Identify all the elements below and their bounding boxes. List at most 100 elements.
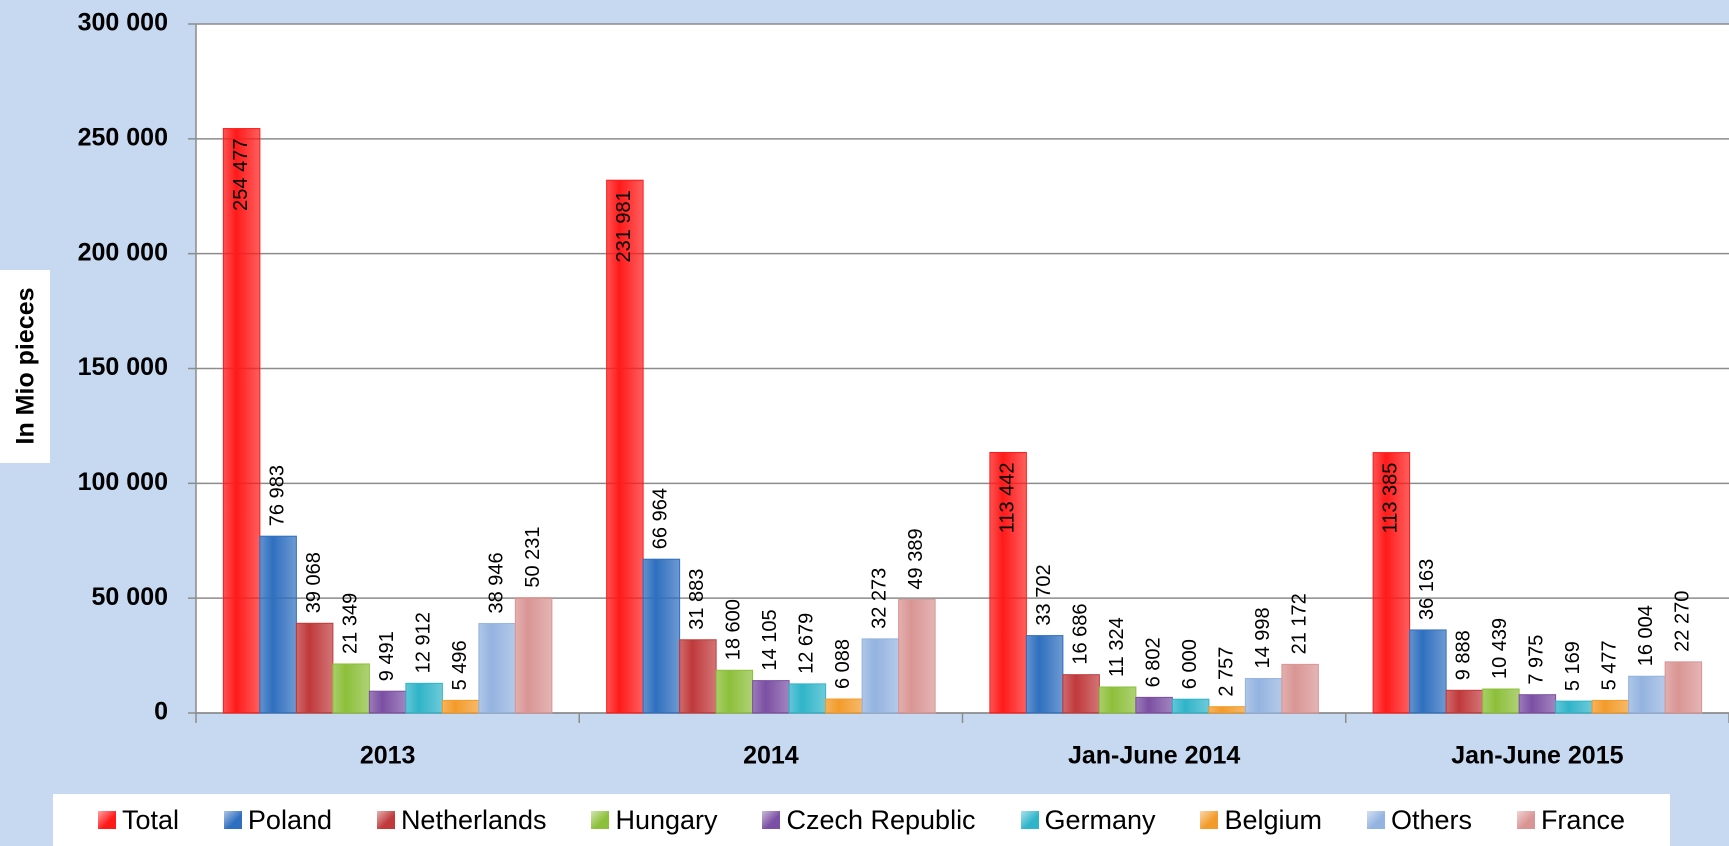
value-label: 11 324 (1106, 617, 1128, 677)
value-label: 14 998 (1252, 607, 1274, 668)
legend-label: Hungary (615, 804, 718, 835)
value-label: 36 163 (1416, 559, 1438, 620)
value-label: 76 983 (266, 465, 288, 526)
value-label: 10 439 (1489, 618, 1511, 679)
bar (1628, 675, 1666, 714)
y-tick-label: 100 000 (78, 468, 168, 496)
value-label: 14 105 (759, 609, 781, 670)
bar (752, 680, 790, 714)
y-tick-label: 200 000 (78, 238, 168, 266)
y-tick-label: 150 000 (78, 353, 168, 381)
bar (861, 638, 900, 714)
legend-swatch (376, 811, 395, 829)
bar (1445, 689, 1484, 714)
legend-label: Total (121, 804, 179, 835)
value-label: 6 802 (1142, 637, 1164, 687)
bar (405, 682, 443, 714)
value-label: 12 679 (796, 613, 818, 674)
y-label-box (0, 270, 50, 463)
bar (1281, 663, 1319, 714)
value-label: 39 068 (303, 552, 325, 613)
legend-label: Belgium (1224, 804, 1323, 835)
bar (715, 669, 754, 714)
value-label: 6 088 (832, 639, 854, 689)
value-label: 12 912 (412, 612, 434, 673)
legend-label: Germany (1044, 804, 1156, 835)
bar (1518, 694, 1557, 714)
bar (989, 451, 1027, 714)
value-label: 231 981 (613, 190, 635, 262)
value-label: 6 000 (1179, 639, 1201, 689)
value-label: 113 385 (1380, 463, 1402, 534)
value-label: 50 231 (522, 526, 544, 587)
legend-swatch (762, 811, 781, 829)
legend-label: Poland (247, 804, 332, 835)
y-tick-label: 300 000 (78, 9, 168, 37)
value-label: 38 946 (485, 552, 507, 613)
legend-swatch (97, 811, 116, 829)
bar (259, 535, 297, 714)
bar (642, 558, 681, 714)
bar (1409, 629, 1447, 714)
legend-swatch (1366, 811, 1385, 829)
y-axis-title: In Mio pieces (12, 288, 40, 445)
value-label: 32 273 (869, 568, 891, 629)
value-label: 113 442 (996, 462, 1018, 533)
legend-label: Czech Republic (786, 804, 976, 835)
value-label: 5 477 (1599, 640, 1621, 690)
bar (1135, 696, 1173, 714)
value-label: 22 270 (1672, 591, 1694, 652)
bar (368, 690, 407, 714)
bar (1171, 698, 1210, 714)
value-label: 33 702 (1033, 564, 1055, 625)
legend-item: Total (97, 804, 179, 836)
bar (1664, 661, 1703, 714)
bar (1372, 452, 1411, 714)
bar (898, 599, 936, 714)
legend-swatch (1020, 811, 1039, 829)
bar (1555, 700, 1593, 714)
bar (1244, 678, 1283, 714)
legend-item: Netherlands (376, 805, 547, 836)
bar (679, 639, 717, 714)
bar (514, 597, 553, 714)
value-label: 21 349 (339, 593, 361, 654)
legend-item: Hungary (591, 804, 718, 836)
legend-item: Others (1366, 805, 1472, 836)
value-label: 16 686 (1069, 604, 1091, 665)
legend: Total Poland Netherlands Hungary Czech Repub… (53, 794, 1670, 846)
x-tick-label: 2013 (360, 742, 416, 770)
x-tick-label: Jan-June 2015 (1451, 742, 1623, 770)
value-label: 5 169 (1562, 641, 1584, 691)
bar (1025, 635, 1064, 714)
y-tick-label: 50 000 (92, 583, 168, 611)
bar (1482, 688, 1520, 714)
bar (606, 179, 644, 714)
legend-item: Belgium (1200, 805, 1322, 836)
bar (441, 699, 480, 714)
y-tick-label: 0 (154, 698, 168, 726)
bar (1591, 699, 1630, 714)
value-label: 18 600 (723, 599, 745, 660)
bar (1062, 674, 1100, 714)
bar (788, 683, 827, 714)
y-tick-label: 250 000 (78, 123, 168, 151)
legend-label: France (1540, 804, 1625, 835)
value-label: 16 004 (1635, 605, 1657, 666)
bar (1098, 686, 1137, 714)
value-label: 5 496 (449, 640, 471, 690)
bar (825, 698, 863, 714)
bar (222, 128, 261, 714)
legend-item: Poland (223, 804, 332, 836)
bar (332, 663, 370, 714)
value-label: 21 172 (1288, 593, 1310, 654)
value-label: 254 477 (230, 139, 252, 211)
x-tick-label: 2014 (743, 742, 799, 770)
value-label: 49 389 (905, 528, 927, 589)
legend-swatch (223, 811, 242, 829)
bar (1208, 706, 1246, 714)
bar (478, 623, 516, 714)
legend-item: Germany (1020, 804, 1156, 836)
x-tick-label: Jan-June 2014 (1068, 742, 1240, 770)
